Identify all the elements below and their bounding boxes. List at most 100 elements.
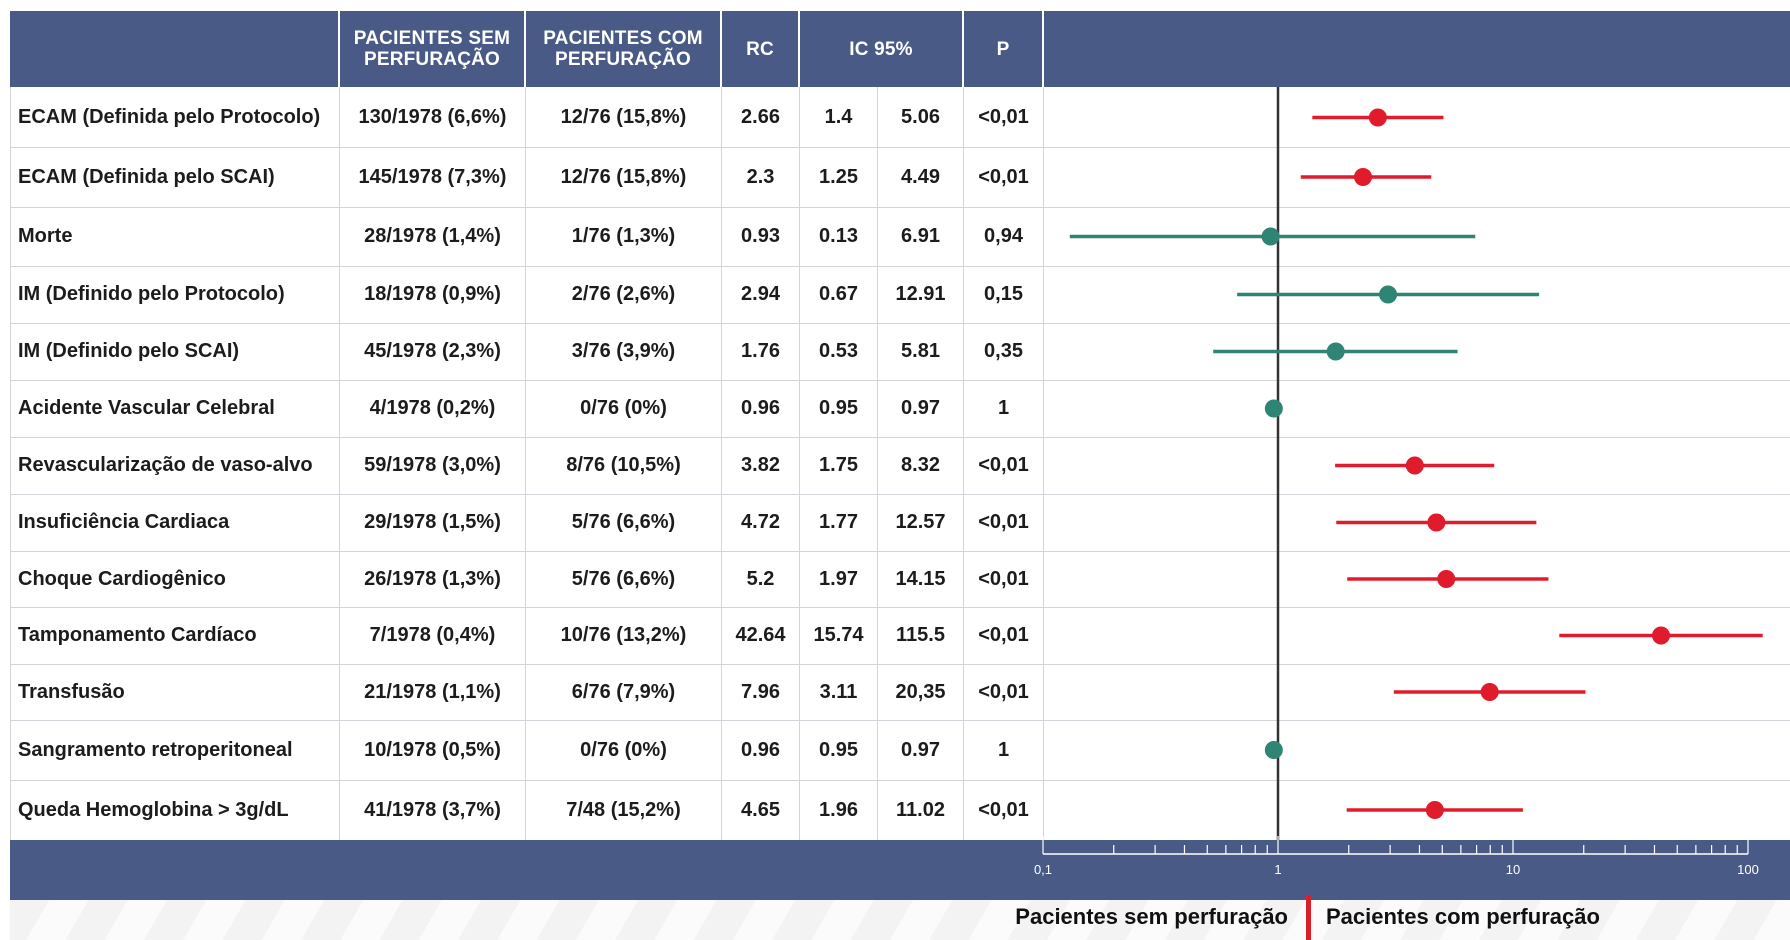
cell-ic-upper: 115.5: [896, 624, 945, 646]
table-left-border: [10, 87, 11, 840]
cell-ic-lower: 0.53: [819, 340, 858, 362]
header-separator: [524, 11, 526, 87]
odds-ratio-point: [1264, 399, 1283, 418]
cell-ic-lower: 15.74: [813, 624, 864, 646]
header-p: P: [996, 38, 1010, 60]
cell-rc: 2.66: [741, 106, 780, 128]
row-label: Morte: [18, 225, 73, 247]
cell-ic-lower: 1.4: [824, 106, 853, 128]
x-tick-label: 0,1: [1034, 862, 1052, 877]
cell-p: <0,01: [978, 624, 1029, 646]
cell-pacientes-sem: 7/1978 (0,4%): [369, 624, 496, 646]
row-separator: [10, 147, 1790, 148]
column-separator: [721, 87, 722, 840]
row-separator: [10, 323, 1790, 324]
cell-rc: 4.72: [741, 511, 780, 533]
header-separator: [1042, 11, 1044, 87]
legend-sem-perfuracao: Pacientes sem perfuração: [1015, 904, 1288, 929]
cell-ic-upper: 12.57: [895, 511, 946, 533]
odds-ratio-point: [1379, 285, 1398, 304]
row-label: IM (Definido pelo SCAI): [18, 340, 240, 362]
row-label: Tamponamento Cardíaco: [18, 624, 257, 646]
cell-pacientes-sem: 29/1978 (1,5%): [364, 511, 501, 533]
cell-p: <0,01: [978, 165, 1029, 188]
cell-pacientes-sem: 28/1978 (1,4%): [364, 225, 501, 247]
cell-pacientes-sem: 10/1978 (0,5%): [364, 738, 501, 761]
odds-ratio-point: [1326, 342, 1345, 361]
odds-ratio-point: [1354, 168, 1373, 186]
legend-divider: [1306, 896, 1311, 940]
cell-ic-lower: 1.77: [819, 511, 858, 533]
cell-rc: 0.96: [741, 397, 780, 419]
odds-ratio-point: [1480, 683, 1499, 701]
cell-pacientes-com: 2/76 (2,6%): [571, 283, 676, 305]
column-separator: [877, 87, 878, 840]
row-separator: [10, 380, 1790, 381]
row-label: IM (Definido pelo Protocolo): [18, 283, 285, 305]
cell-ic-lower: 0.95: [819, 397, 858, 419]
cell-p: <0,01: [978, 680, 1029, 703]
cell-p: 0,94: [984, 225, 1023, 247]
cell-ic-upper: 11.02: [896, 798, 945, 821]
header-separator: [962, 11, 964, 87]
row-label: Revascularização de vaso-alvo: [18, 454, 313, 476]
odds-ratio-point: [1425, 801, 1444, 819]
cell-rc: 2.3: [746, 165, 775, 188]
axis-band: [10, 840, 1790, 900]
cell-rc: 2.94: [741, 283, 780, 305]
cell-p: <0,01: [978, 567, 1029, 590]
cell-pacientes-com: 1/76 (1,3%): [571, 225, 676, 247]
row-separator: [10, 780, 1790, 781]
cell-ic-upper: 0.97: [901, 397, 940, 419]
header-separator: [338, 11, 340, 87]
cell-ic-lower: 0.67: [819, 283, 858, 305]
odds-ratio-point: [1261, 227, 1280, 246]
x-tick-label: 100: [1737, 862, 1759, 877]
row-label: ECAM (Definida pelo SCAI): [18, 165, 275, 188]
cell-rc: 0.96: [741, 738, 780, 761]
row-label: Acidente Vascular Celebral: [18, 397, 275, 419]
cell-ic-lower: 0.95: [819, 738, 858, 761]
cell-p: 0,15: [984, 283, 1023, 305]
row-separator: [10, 266, 1790, 267]
cell-pacientes-com: 5/76 (6,6%): [571, 567, 676, 590]
odds-ratio-point: [1368, 108, 1387, 127]
row-label: Transfusão: [18, 680, 125, 703]
odds-ratio-point: [1437, 570, 1456, 588]
cell-pacientes-sem: 18/1978 (0,9%): [364, 283, 501, 305]
cell-pacientes-com: 10/76 (13,2%): [560, 624, 687, 646]
cell-ic-lower: 1.97: [819, 567, 858, 590]
cell-ic-upper: 20,35: [895, 680, 946, 703]
cell-ic-upper: 14.15: [895, 567, 946, 590]
header-pacientes-com: PACIENTES COM PERFURAÇÃO: [543, 28, 703, 70]
cell-pacientes-com: 6/76 (7,9%): [571, 680, 676, 703]
cell-ic-lower: 1.75: [819, 454, 858, 476]
cell-rc: 1.76: [741, 340, 780, 362]
cell-p: <0,01: [978, 511, 1029, 533]
legend-com-perfuracao: Pacientes com perfuração: [1326, 904, 1600, 929]
row-separator: [10, 551, 1790, 552]
cell-ic-lower: 0.13: [819, 225, 858, 247]
cell-pacientes-com: 12/76 (15,8%): [560, 165, 687, 188]
cell-p: <0,01: [978, 798, 1029, 821]
odds-ratio-point: [1405, 456, 1424, 475]
cell-pacientes-sem: 41/1978 (3,7%): [364, 798, 501, 821]
odds-ratio-point: [1652, 626, 1671, 645]
row-separator: [10, 207, 1790, 208]
cell-pacientes-sem: 45/1978 (2,3%): [364, 340, 501, 362]
cell-pacientes-sem: 59/1978 (3,0%): [364, 454, 501, 476]
row-label: Insuficiência Cardiaca: [18, 511, 230, 533]
cell-pacientes-sem: 4/1978 (0,2%): [369, 397, 496, 419]
cell-p: 0,35: [984, 340, 1023, 362]
table-header-band: [10, 11, 1790, 87]
cell-pacientes-sem: 145/1978 (7,3%): [358, 165, 507, 188]
cell-pacientes-sem: 26/1978 (1,3%): [364, 567, 501, 590]
header-pacientes-sem: PACIENTES SEM PERFURAÇÃO: [353, 28, 511, 70]
cell-rc: 7.96: [741, 680, 780, 703]
cell-rc: 4.65: [741, 798, 780, 821]
header-rc: RC: [746, 38, 774, 60]
cell-pacientes-com: 0/76 (0%): [580, 397, 667, 419]
cell-rc: 0.93: [741, 225, 780, 247]
